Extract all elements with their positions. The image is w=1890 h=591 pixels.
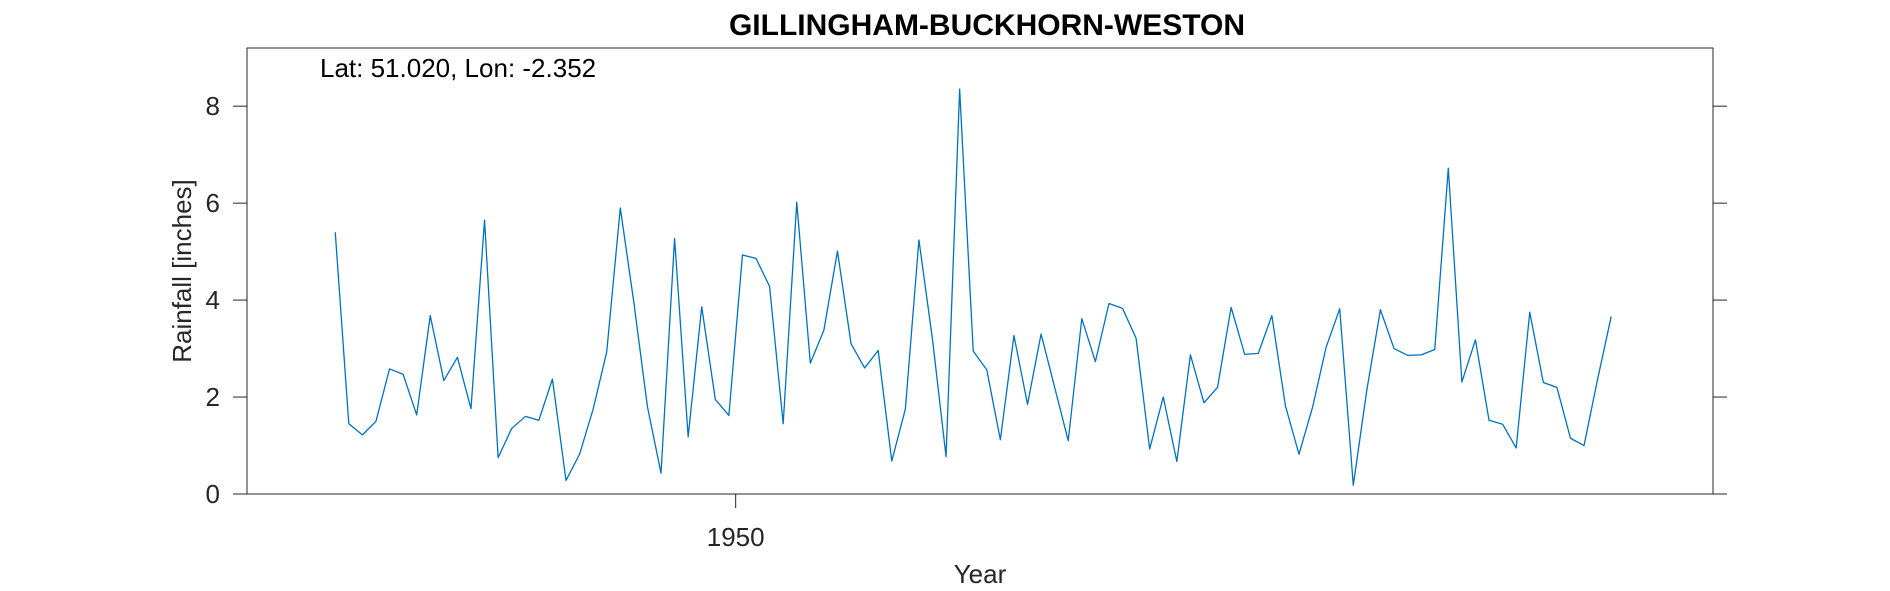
y-axis-label: Rainfall [inches] <box>167 179 197 363</box>
x-tick-label: 1950 <box>707 522 765 552</box>
plot-area-frame <box>246 47 1714 495</box>
y-tick-label: 2 <box>206 382 220 412</box>
chart-title: GILLINGHAM-BUCKHORN-WESTON <box>729 9 1245 42</box>
y-tick-label: 8 <box>206 91 220 121</box>
y-tick-label: 0 <box>206 479 220 509</box>
y-axis-ticks: 0 2 4 6 8 <box>206 91 1727 509</box>
location-annotation: Lat: 51.020, Lon: -2.352 <box>320 53 596 83</box>
rainfall-series-line <box>334 88 1612 486</box>
y-tick-label: 6 <box>206 188 220 218</box>
y-tick-label: 4 <box>206 285 220 315</box>
x-axis-label: Year <box>954 559 1007 589</box>
x-axis-ticks: 1950 <box>707 494 765 552</box>
